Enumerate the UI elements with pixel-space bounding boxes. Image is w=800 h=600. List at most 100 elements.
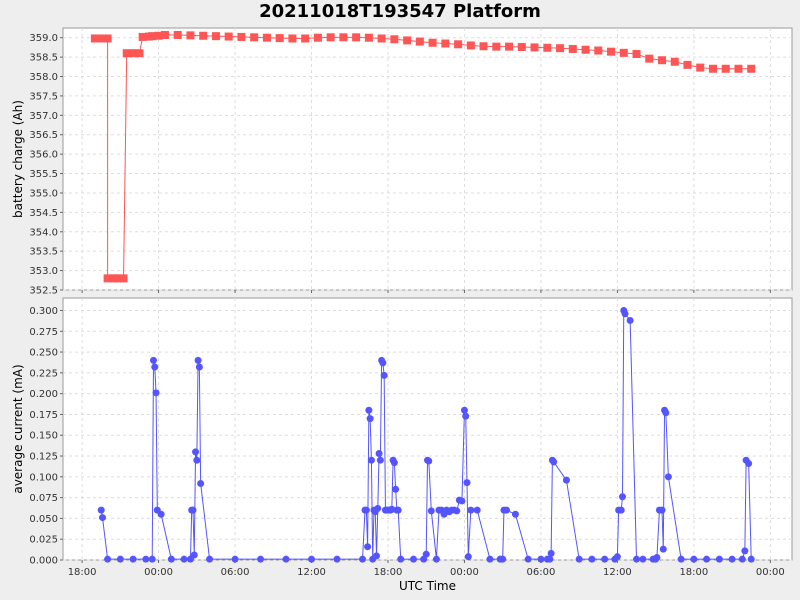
- data-point: [199, 31, 208, 40]
- data-point: [467, 506, 475, 514]
- data-point: [397, 555, 405, 563]
- data-point: [373, 552, 381, 560]
- data-point: [546, 555, 554, 563]
- data-point: [367, 456, 375, 464]
- data-point: [677, 555, 685, 563]
- x-tick-label: 06:00: [221, 567, 250, 578]
- chart-title: 20211018T193547 Platform: [259, 1, 541, 22]
- data-point: [206, 555, 214, 563]
- data-point: [167, 555, 175, 563]
- plot-area: [62, 297, 793, 561]
- data-point: [375, 450, 383, 458]
- y-tick-label: 0.025: [29, 535, 58, 546]
- data-point: [119, 274, 128, 283]
- x-tick-label: 00:00: [144, 567, 173, 578]
- data-point: [505, 42, 514, 51]
- data-point: [524, 555, 532, 563]
- battery-panel: 352.5 353.0 353.5 354.0 354.5 355.0 355.5 356.0…: [11, 27, 793, 297]
- y-tick-label: 0.075: [29, 493, 58, 504]
- data-point: [135, 49, 144, 58]
- y-tick-label: 357.0: [29, 111, 58, 122]
- data-point: [390, 459, 398, 467]
- x-tick-label: 00:00: [450, 567, 479, 578]
- data-point: [275, 34, 284, 43]
- data-point: [738, 555, 746, 563]
- data-point: [192, 448, 200, 456]
- data-point: [728, 555, 736, 563]
- data-point: [550, 458, 558, 466]
- data-point: [193, 456, 201, 464]
- data-point: [138, 32, 147, 41]
- data-point: [425, 457, 433, 465]
- data-point: [460, 406, 468, 414]
- data-point: [189, 506, 197, 514]
- data-point: [473, 506, 481, 514]
- data-point: [103, 34, 112, 43]
- data-point: [392, 485, 400, 493]
- y-tick-label: 0.150: [29, 431, 58, 442]
- data-point: [237, 32, 246, 41]
- x-tick-label: 18:00: [679, 567, 708, 578]
- x-tick-label: 18:00: [68, 567, 97, 578]
- data-point: [211, 32, 220, 41]
- data-point: [479, 42, 488, 51]
- y-tick-label: 0.050: [29, 514, 58, 525]
- data-point: [639, 555, 647, 563]
- data-point: [231, 555, 239, 563]
- data-point: [403, 36, 412, 45]
- data-point: [626, 316, 634, 324]
- data-point: [747, 555, 755, 563]
- data-point: [308, 555, 316, 563]
- data-point: [148, 555, 156, 563]
- data-point: [575, 555, 583, 563]
- data-point: [103, 274, 112, 283]
- data-point: [376, 456, 384, 464]
- data-point: [366, 415, 374, 423]
- data-point: [453, 507, 461, 515]
- data-point: [148, 32, 157, 41]
- data-point: [492, 42, 501, 51]
- data-point: [379, 359, 387, 367]
- data-point: [594, 46, 603, 55]
- data-point: [458, 497, 466, 505]
- data-point: [633, 555, 641, 563]
- data-point: [511, 510, 519, 518]
- data-point: [601, 555, 609, 563]
- y-tick-label: 0.125: [29, 452, 58, 463]
- data-point: [690, 555, 698, 563]
- data-point: [157, 510, 165, 518]
- data-point: [556, 44, 565, 53]
- data-point: [262, 33, 271, 42]
- data-point: [154, 31, 163, 40]
- data-point: [149, 356, 157, 364]
- data-point: [99, 514, 107, 522]
- data-point: [466, 41, 475, 50]
- y-tick-label: 0.225: [29, 368, 58, 379]
- data-point: [486, 555, 494, 563]
- data-point: [390, 35, 399, 44]
- y-tick-label: 358.0: [29, 72, 58, 83]
- data-point: [352, 33, 361, 42]
- data-point: [422, 550, 430, 558]
- data-point: [454, 40, 463, 49]
- data-point: [499, 555, 507, 563]
- data-point: [708, 64, 717, 73]
- data-point: [537, 555, 545, 563]
- data-point: [427, 507, 435, 515]
- data-point: [97, 34, 106, 43]
- data-point: [224, 32, 233, 41]
- data-point: [645, 54, 654, 63]
- data-point: [658, 506, 666, 514]
- data-point: [152, 389, 160, 397]
- data-point: [464, 553, 472, 561]
- data-point: [377, 34, 386, 43]
- data-point: [670, 57, 679, 66]
- data-point: [364, 543, 372, 551]
- data-point: [326, 33, 335, 42]
- data-point: [104, 555, 112, 563]
- data-point: [703, 555, 711, 563]
- data-point: [186, 31, 195, 40]
- x-axis-label: UTC Time: [399, 579, 456, 593]
- y-tick-label: 0.275: [29, 327, 58, 338]
- data-point: [696, 63, 705, 72]
